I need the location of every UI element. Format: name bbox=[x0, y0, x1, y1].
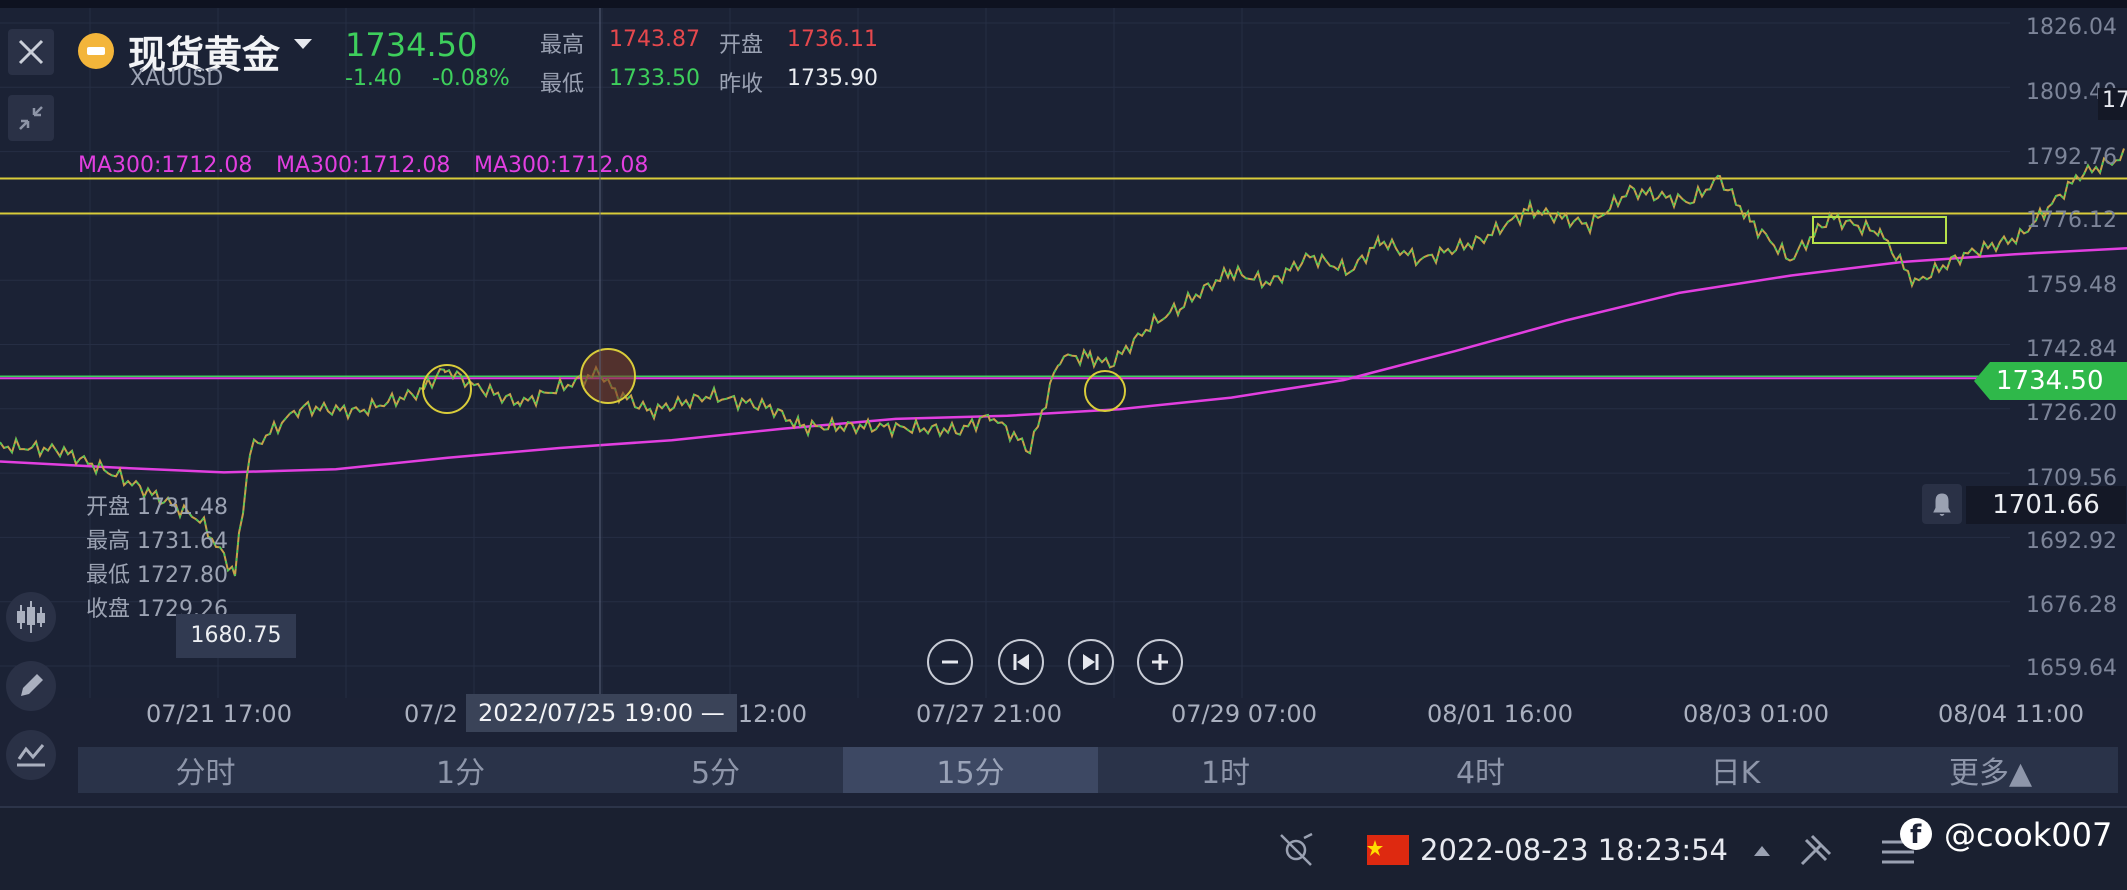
low-value: 1733.50 bbox=[609, 66, 700, 91]
minus-icon bbox=[942, 660, 958, 664]
y-tick: 1742.84 bbox=[2026, 337, 2117, 362]
close-button[interactable] bbox=[8, 29, 54, 75]
price-line-candles bbox=[0, 148, 2125, 577]
bell-icon bbox=[1933, 493, 1951, 516]
y-tick: 1692.92 bbox=[2026, 529, 2117, 554]
popup-high: 最高 1731.64 bbox=[86, 529, 228, 554]
y-tick: 1792.76 bbox=[2026, 145, 2117, 170]
candlestick-icon bbox=[17, 601, 45, 633]
pencil-icon bbox=[21, 674, 43, 696]
alert-price[interactable]: 1701.66 bbox=[1966, 486, 2126, 524]
y-tick: 1676.28 bbox=[2026, 593, 2117, 618]
tools-icon[interactable] bbox=[1796, 830, 1836, 874]
gold-icon bbox=[78, 33, 114, 69]
tab-5min[interactable]: 5分 bbox=[690, 756, 741, 791]
indicator-icon bbox=[17, 744, 45, 767]
step-forward-button[interactable] bbox=[1068, 639, 1114, 685]
crosshair-time-label: 2022/07/25 19:00 — bbox=[466, 694, 737, 732]
collapse-button[interactable] bbox=[8, 95, 54, 141]
tab-daily[interactable]: 日K bbox=[1710, 756, 1761, 791]
y-tick: 1759.48 bbox=[2026, 273, 2117, 298]
x-tick: 07/29 07:00 bbox=[1171, 700, 1317, 728]
price-change-pct: -0.08% bbox=[432, 66, 510, 91]
status-bar bbox=[0, 806, 2127, 890]
tab-more[interactable]: 更多▲ bbox=[1948, 756, 2033, 791]
status-datetime: 2022-08-23 18:23:54 bbox=[1420, 833, 1728, 867]
partial-price-tag: 17 bbox=[2098, 88, 2127, 120]
ma-label-3: MA300:1712.08 bbox=[474, 153, 649, 178]
annotation-circle bbox=[422, 364, 472, 414]
y-tick: 1776.12 bbox=[2026, 208, 2117, 233]
connection-icon[interactable] bbox=[1276, 830, 1316, 874]
tab-timeline[interactable]: 分时 bbox=[175, 756, 236, 791]
annotation-box bbox=[1812, 216, 1947, 244]
price-chart[interactable] bbox=[0, 8, 2127, 698]
annotation-circle bbox=[1084, 370, 1126, 412]
facebook-icon: f bbox=[1900, 818, 1932, 850]
plus-icon bbox=[1152, 654, 1168, 670]
popup-open: 开盘 1731.48 bbox=[86, 495, 228, 520]
prev-close-value: 1735.90 bbox=[787, 66, 878, 91]
popup-low: 最低 1727.80 bbox=[86, 563, 228, 588]
china-flag-icon bbox=[1367, 835, 1409, 865]
x-tick: 07/2 bbox=[404, 700, 458, 728]
expand-up-icon[interactable] bbox=[1752, 843, 1772, 862]
timeframe-bar: 分时 1分 5分 15分 1时 4时 日K 更多▲ bbox=[78, 747, 2118, 793]
tab-1hour[interactable]: 1时 bbox=[1200, 756, 1251, 791]
ma-label-2: MA300:1712.08 bbox=[276, 153, 451, 178]
tab-1min[interactable]: 1分 bbox=[435, 756, 486, 791]
watermark: @cook007 bbox=[1944, 816, 2113, 854]
y-tick: 1659.64 bbox=[2026, 656, 2117, 681]
x-tick: 07/27 21:00 bbox=[916, 700, 1062, 728]
ma-label-1: MA300:1712.08 bbox=[78, 153, 253, 178]
price-change: -1.40 bbox=[345, 66, 402, 91]
zoom-out-button[interactable] bbox=[927, 639, 973, 685]
high-label: 最高 bbox=[540, 33, 585, 58]
instrument-name[interactable]: 现货黄金 bbox=[128, 33, 281, 77]
x-tick: 08/03 01:00 bbox=[1683, 700, 1829, 728]
y-tick: 1826.04 bbox=[2026, 15, 2117, 40]
alert-bell-button[interactable] bbox=[1922, 484, 1962, 524]
annotation-circle bbox=[580, 348, 636, 404]
step-forward-icon bbox=[1083, 654, 1099, 670]
open-label: 开盘 bbox=[719, 33, 764, 58]
collapse-icon bbox=[19, 106, 43, 130]
tab-4hour[interactable]: 4时 bbox=[1455, 756, 1506, 791]
instrument-dropdown-icon[interactable] bbox=[292, 36, 314, 55]
tab-15min[interactable]: 15分 bbox=[843, 747, 1098, 793]
chart-area[interactable] bbox=[0, 8, 2127, 698]
high-value: 1743.87 bbox=[609, 27, 700, 52]
current-price: 1734.50 bbox=[345, 26, 478, 64]
x-tick: 08/01 16:00 bbox=[1427, 700, 1573, 728]
prev-close-label: 昨收 bbox=[719, 72, 764, 97]
indicator-button[interactable] bbox=[6, 730, 56, 780]
step-back-button[interactable] bbox=[998, 639, 1044, 685]
y-tick: 1726.20 bbox=[2026, 401, 2117, 426]
zoom-in-button[interactable] bbox=[1137, 639, 1183, 685]
step-back-icon bbox=[1013, 654, 1029, 670]
x-tick: 08/04 11:00 bbox=[1938, 700, 2084, 728]
instrument-symbol: XAUUSD bbox=[130, 66, 224, 91]
candle-type-button[interactable] bbox=[6, 592, 56, 642]
low-label: 最低 bbox=[540, 72, 585, 97]
min-price-tag: 1680.75 bbox=[176, 614, 296, 658]
draw-tool-button[interactable] bbox=[6, 661, 56, 711]
x-tick: 07/21 17:00 bbox=[146, 700, 292, 728]
close-icon bbox=[18, 39, 44, 65]
open-value: 1736.11 bbox=[787, 27, 878, 52]
current-price-tag: 1734.50 bbox=[1974, 362, 2127, 404]
ma300-line bbox=[0, 247, 2127, 474]
